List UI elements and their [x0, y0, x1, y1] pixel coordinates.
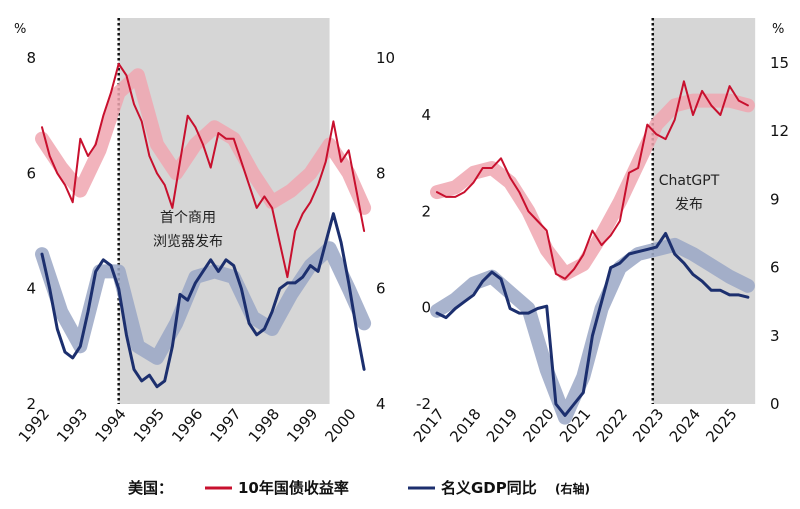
left-axis-unit: %	[14, 22, 26, 37]
left-annotation-line-1: 首个商用	[160, 210, 216, 226]
x-axis-tick-label: 1993	[53, 405, 91, 446]
yield-series-line	[436, 80, 749, 280]
left-axis-tick-label: 6	[26, 164, 36, 182]
left-shaded-region	[117, 18, 330, 404]
right-annotation-line-2: 发布	[675, 197, 703, 213]
right-axis-tick-label: 6	[376, 280, 386, 298]
x-axis-tick-label: 1994	[91, 405, 129, 446]
left-axis-tick-label: 0	[421, 299, 431, 317]
x-axis-tick-label: 2018	[446, 405, 484, 446]
left-axis-tick-label: 2	[26, 395, 36, 413]
gdp-series-line	[435, 232, 750, 417]
right-axis-unit: %	[772, 22, 784, 37]
shaded-region-rect	[652, 18, 756, 404]
left-annotation-line-2: 浏览器发布	[153, 234, 223, 250]
gdp-trend-band	[35, 241, 372, 365]
left-yield-line	[41, 62, 366, 279]
x-axis-tick-label: 2024	[666, 405, 704, 446]
left-gdp-trend-band	[35, 241, 372, 365]
left-panel: 8 6 4 2 10 8 6 4 1992 1993 1994 1995 1996 1997 1998 199…	[14, 18, 395, 446]
left-gdp-line	[40, 212, 366, 389]
right-annotation-line-1: ChatGPT	[659, 173, 720, 189]
left-axis-tick-label: 4	[26, 280, 36, 298]
legend-gdp-suffix: (右轴)	[555, 481, 590, 496]
legend-gdp-label: 名义GDP同比	[441, 479, 537, 497]
shaded-region-rect	[118, 18, 330, 404]
right-gdp-line	[435, 232, 750, 417]
right-axis-tick-label: 4	[376, 395, 386, 413]
x-axis-tick-label: 2025	[702, 405, 740, 446]
right-yield-line	[436, 80, 749, 280]
right-axis-tick-label: 10	[376, 49, 395, 67]
right-axis-tick-label: 8	[376, 164, 386, 182]
x-axis-tick-label: 2019	[483, 405, 521, 446]
right-axis-tick-label: 0	[770, 395, 780, 413]
x-axis-tick-label: 1995	[130, 405, 168, 446]
legend-yield-label: 10年国债收益率	[238, 479, 349, 497]
yield-trend-band	[35, 68, 372, 215]
right-axis-tick-label: 12	[770, 122, 789, 140]
left-axis-tick-label: 4	[421, 106, 431, 124]
x-axis-tick-label: 2023	[629, 405, 667, 446]
left-axis-tick-label: 2	[421, 202, 431, 220]
x-axis-tick-label: 1996	[168, 405, 206, 446]
x-axis-tick-label: 1999	[283, 405, 321, 446]
x-axis-tick-label: 1997	[206, 405, 244, 446]
yield-series-line	[41, 62, 366, 279]
legend: 美国： 10年国债收益率 名义GDP同比 (右轴)	[128, 479, 590, 497]
right-axis-tick-label: 6	[770, 259, 780, 277]
x-axis-tick-label: 2000	[321, 405, 359, 446]
x-axis-tick-label: 1992	[15, 405, 53, 446]
x-axis-tick-label: 1998	[245, 405, 283, 446]
right-axis-tick-label: 15	[770, 54, 789, 72]
left-yield-trend-band	[35, 68, 372, 215]
x-axis-tick-label: 2020	[519, 405, 557, 446]
right-shaded-region	[651, 18, 756, 404]
gdp-series-line	[40, 212, 366, 389]
right-axis-tick-label: 9	[770, 190, 780, 208]
legend-prefix: 美国：	[128, 479, 173, 497]
x-axis-tick-label: 2022	[593, 405, 631, 446]
right-panel: 420-215129630201720182019202020212022202…	[410, 18, 789, 446]
left-axis-tick-label: 8	[26, 49, 36, 67]
left-axis-tick-label: -2	[416, 395, 431, 413]
right-axis-tick-label: 3	[770, 327, 780, 345]
